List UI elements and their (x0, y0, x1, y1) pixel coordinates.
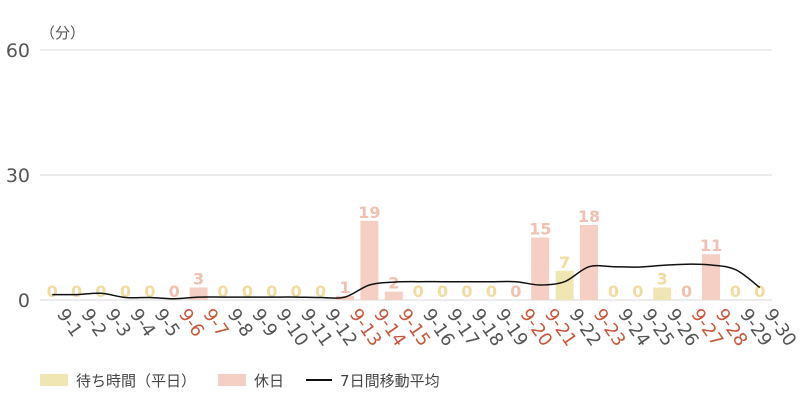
bar-value-label-9-22: 7 (559, 253, 570, 272)
bar-value-label-9-16: 0 (413, 282, 424, 301)
bar-value-label-9-14: 19 (358, 203, 380, 222)
bar-9-21 (531, 237, 550, 300)
bar-value-label-9-29: 0 (730, 282, 741, 301)
legend-swatch-weekday (40, 374, 68, 386)
bar-value-label-9-19: 0 (486, 282, 497, 301)
bar-value-label-9-2: 0 (71, 282, 82, 301)
bar-value-label-9-3: 0 (95, 282, 106, 301)
bar-value-label-9-15: 2 (388, 274, 399, 293)
bar-9-23 (580, 225, 598, 300)
legend-swatch-average (306, 379, 333, 381)
bar-value-label-9-27: 0 (681, 282, 692, 301)
y-tick-label-60: 60 (6, 40, 30, 62)
bar-value-label-9-28: 11 (700, 236, 722, 255)
legend: 待ち時間（平日） 休日 7日間移動平均 (40, 369, 462, 391)
bar-9-13 (336, 295, 354, 300)
bar-value-label-9-18: 0 (461, 282, 472, 301)
bar-value-label-9-9: 0 (242, 282, 253, 301)
bar-value-label-9-26: 3 (657, 270, 668, 289)
legend-item-average: 7日間移動平均 (306, 370, 440, 391)
legend-item-weekday: 待ち時間（平日） (40, 370, 196, 391)
bar-9-15 (384, 291, 403, 300)
bar-value-label-9-23: 18 (578, 207, 600, 226)
legend-swatch-holiday (218, 374, 247, 386)
bar-value-label-9-13: 1 (339, 278, 350, 297)
bar-value-label-9-7: 3 (193, 270, 204, 289)
legend-label-weekday: 待ち時間（平日） (76, 371, 197, 390)
bar-value-label-9-25: 0 (632, 282, 643, 301)
bar-9-28 (702, 254, 720, 300)
y-tick-label-30: 30 (6, 165, 30, 187)
bar-value-label-9-21: 15 (529, 220, 551, 239)
moving-average-line (52, 263, 761, 300)
bar-value-label-9-8: 0 (217, 282, 228, 301)
y-tick-label-0: 0 (18, 290, 30, 312)
bar-value-label-9-12: 0 (315, 282, 326, 301)
bar-value-label-9-20: 0 (510, 282, 521, 301)
bar-value-label-9-30: 0 (754, 282, 765, 301)
bar-9-14 (360, 220, 379, 300)
bar-value-label-9-5: 0 (144, 282, 155, 301)
bar-9-26 (653, 287, 672, 300)
bar-value-label-9-24: 0 (608, 282, 619, 301)
bar-value-label-9-11: 0 (291, 282, 302, 301)
y-axis-unit-label: （分） (40, 24, 86, 42)
bar-value-label-9-17: 0 (437, 282, 448, 301)
legend-item-holiday: 休日 (218, 370, 284, 391)
legend-label-average: 7日間移動平均 (340, 371, 440, 390)
bar-value-label-9-10: 0 (266, 282, 277, 301)
legend-label-holiday: 休日 (254, 371, 285, 390)
bar-value-label-9-6: 0 (169, 282, 180, 301)
bar-value-label-9-1: 0 (47, 282, 58, 301)
bar-value-label-9-4: 0 (120, 282, 131, 301)
bar-9-22 (555, 270, 574, 300)
